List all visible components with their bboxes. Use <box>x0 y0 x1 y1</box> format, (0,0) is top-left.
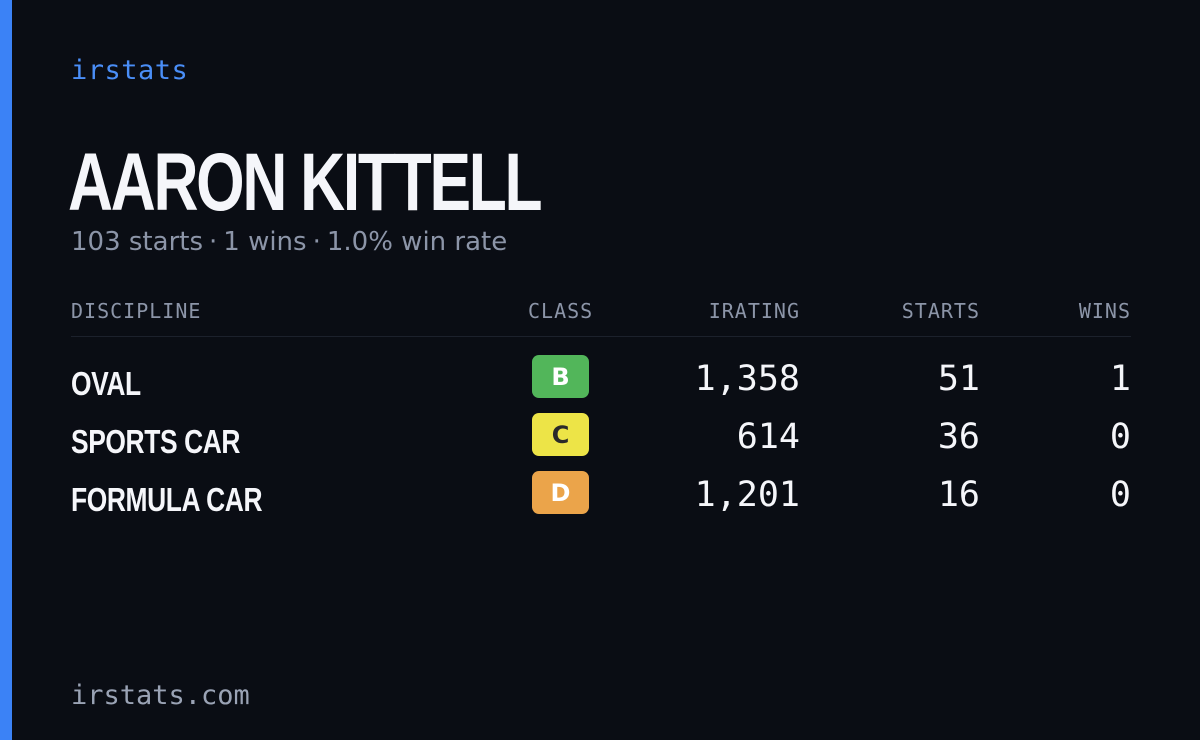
discipline-name: FORMULA CAR <box>71 481 263 518</box>
header-wins: WINS <box>1078 299 1131 323</box>
table-row: FORMULA CAR D 1,201 16 0 <box>71 453 1131 518</box>
wins-value: 0 <box>1109 475 1131 515</box>
driver-name: AARON KITTELL <box>68 137 543 228</box>
wins-summary: 1 wins <box>223 227 307 257</box>
win-rate-summary: 1.0% win rate <box>326 227 508 257</box>
header-starts: STARTS <box>901 299 980 323</box>
class-badge: B <box>532 355 589 398</box>
header-class: CLASS <box>528 299 594 323</box>
separator: · <box>312 227 321 257</box>
class-badge: C <box>532 413 589 456</box>
accent-bar <box>0 0 12 740</box>
footer-url: irstats.com <box>71 680 250 711</box>
brand-logo-text: irstats <box>71 55 189 86</box>
starts-value: 16 <box>937 475 980 515</box>
separator: · <box>209 227 218 257</box>
irating-value: 1,358 <box>694 359 800 399</box>
header-irating: IRATING <box>708 299 800 323</box>
discipline-name: OVAL <box>71 365 141 402</box>
class-badge: D <box>532 471 589 514</box>
stats-table: DISCIPLINE CLASS IRATING STARTS WINS OVA… <box>71 296 1131 518</box>
table-header: DISCIPLINE CLASS IRATING STARTS WINS <box>71 296 1131 337</box>
starts-summary: 103 starts <box>71 227 203 257</box>
wins-value: 0 <box>1109 417 1131 457</box>
driver-summary: 103 starts · 1 wins · 1.0% win rate <box>71 227 507 257</box>
table-row: OVAL B 1,358 51 1 <box>71 337 1131 402</box>
discipline-name: SPORTS CAR <box>71 423 241 460</box>
irating-value: 1,201 <box>694 475 800 515</box>
irating-value: 614 <box>736 417 800 457</box>
starts-value: 36 <box>937 417 980 457</box>
starts-value: 51 <box>937 359 980 399</box>
header-discipline: DISCIPLINE <box>71 299 202 323</box>
wins-value: 1 <box>1109 359 1131 399</box>
table-row: SPORTS CAR C 614 36 0 <box>71 395 1131 460</box>
